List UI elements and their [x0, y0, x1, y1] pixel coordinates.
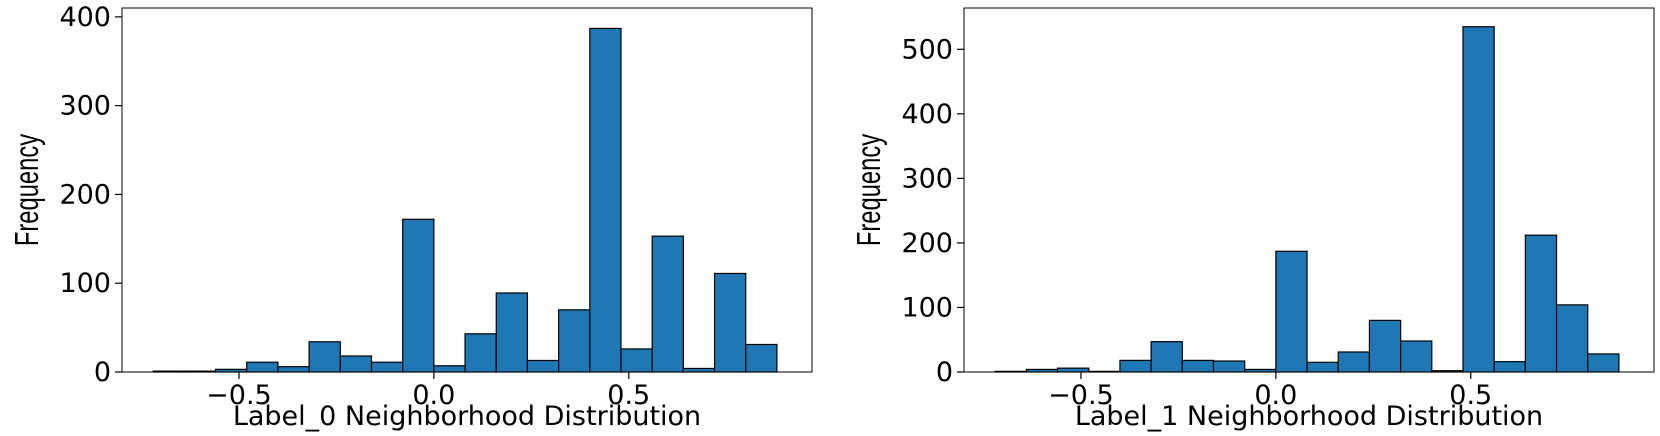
x-ticks: −0.5 0.0 0.5 [206, 372, 650, 411]
y-tick-label: 0 [936, 357, 953, 388]
histogram-bar [526, 359, 560, 373]
histogram-bar [277, 366, 310, 373]
histogram-bar [1275, 250, 1308, 373]
bars-group [152, 27, 778, 373]
y-tick-label: 100 [901, 292, 953, 323]
histogram-bar [682, 367, 716, 373]
x-tick-label: −0.5 [206, 380, 272, 411]
histogram-bar [558, 309, 591, 373]
x-tick-label: 0.5 [1449, 380, 1492, 411]
y-tick-label: 300 [59, 91, 111, 122]
y-ticks: 0 100 200 300 400 [59, 2, 122, 388]
histogram-bar [1368, 319, 1402, 373]
histogram-panel-label-1: −0.5 0.0 0.5 0 100 200 300 400 500 Label_1 Neig… [851, 7, 1655, 432]
histogram-bar [1056, 367, 1090, 373]
y-tick-label: 200 [59, 179, 111, 210]
y-tick-label: 300 [901, 163, 953, 194]
histogram-bar [1337, 351, 1371, 373]
histogram-bar [339, 355, 373, 373]
y-tick-label: 400 [901, 99, 953, 130]
histogram-bar [246, 361, 279, 373]
histogram-bar [1119, 359, 1152, 373]
y-axis-title: Frequency [851, 133, 888, 246]
x-tick-label: 0.0 [1254, 380, 1297, 411]
x-tick-label: 0.5 [607, 380, 650, 411]
histogram-bar [433, 365, 466, 373]
histogram-bar [1150, 341, 1183, 373]
histogram-bar [1181, 359, 1215, 373]
y-tick-label: 0 [94, 357, 111, 388]
histogram-bar [1212, 360, 1246, 373]
histogram-bar [1524, 234, 1558, 373]
histogram-bar [1555, 304, 1589, 373]
histogram-bar [308, 341, 341, 373]
histogram-bar [464, 333, 497, 373]
histogram-bar [1462, 26, 1495, 373]
y-axis-title: Frequency [9, 133, 46, 246]
bars-group [994, 26, 1620, 373]
y-tick-label: 500 [901, 34, 953, 65]
histogram-bar [1493, 361, 1526, 373]
x-ticks: −0.5 0.0 0.5 [1048, 372, 1492, 411]
histogram-bar [745, 343, 778, 373]
y-ticks: 0 100 200 300 400 500 [901, 34, 964, 388]
plot-frame [963, 7, 1655, 373]
histogram-bar [589, 27, 622, 373]
histogram-bar [495, 292, 529, 373]
histogram-bar [651, 235, 684, 373]
x-tick-label: −0.5 [1048, 380, 1114, 411]
histogram-bar [402, 218, 435, 373]
histogram-bar [370, 361, 404, 373]
x-tick-label: 0.0 [412, 380, 455, 411]
histogram-bar [1306, 361, 1339, 373]
histogram-bar [1400, 340, 1433, 373]
x-axis-title: Label_0 Neighborhood Distribution [233, 401, 701, 432]
y-tick-label: 400 [59, 2, 111, 33]
histogram-bar [713, 272, 747, 373]
histogram-panel-label-0: −0.5 0.0 0.5 0 100 200 300 400 Label_0 Neighbo… [9, 2, 813, 432]
histogram-bar [1587, 353, 1620, 373]
y-tick-label: 200 [901, 228, 953, 259]
plot-frame [121, 7, 813, 373]
histogram-bar [620, 348, 653, 373]
y-tick-label: 100 [59, 268, 111, 299]
x-axis-title: Label_1 Neighborhood Distribution [1075, 401, 1543, 432]
